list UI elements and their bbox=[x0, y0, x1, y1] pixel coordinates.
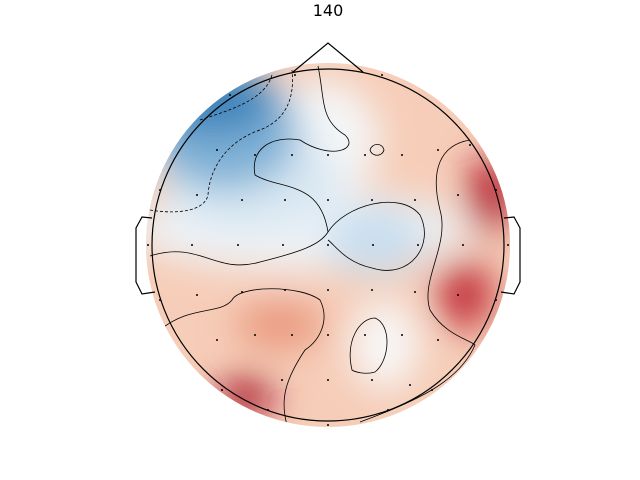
head-outline bbox=[135, 42, 521, 422]
chart-title: 140 bbox=[313, 1, 344, 20]
topomap-field bbox=[146, 63, 510, 427]
sensors bbox=[147, 74, 509, 426]
